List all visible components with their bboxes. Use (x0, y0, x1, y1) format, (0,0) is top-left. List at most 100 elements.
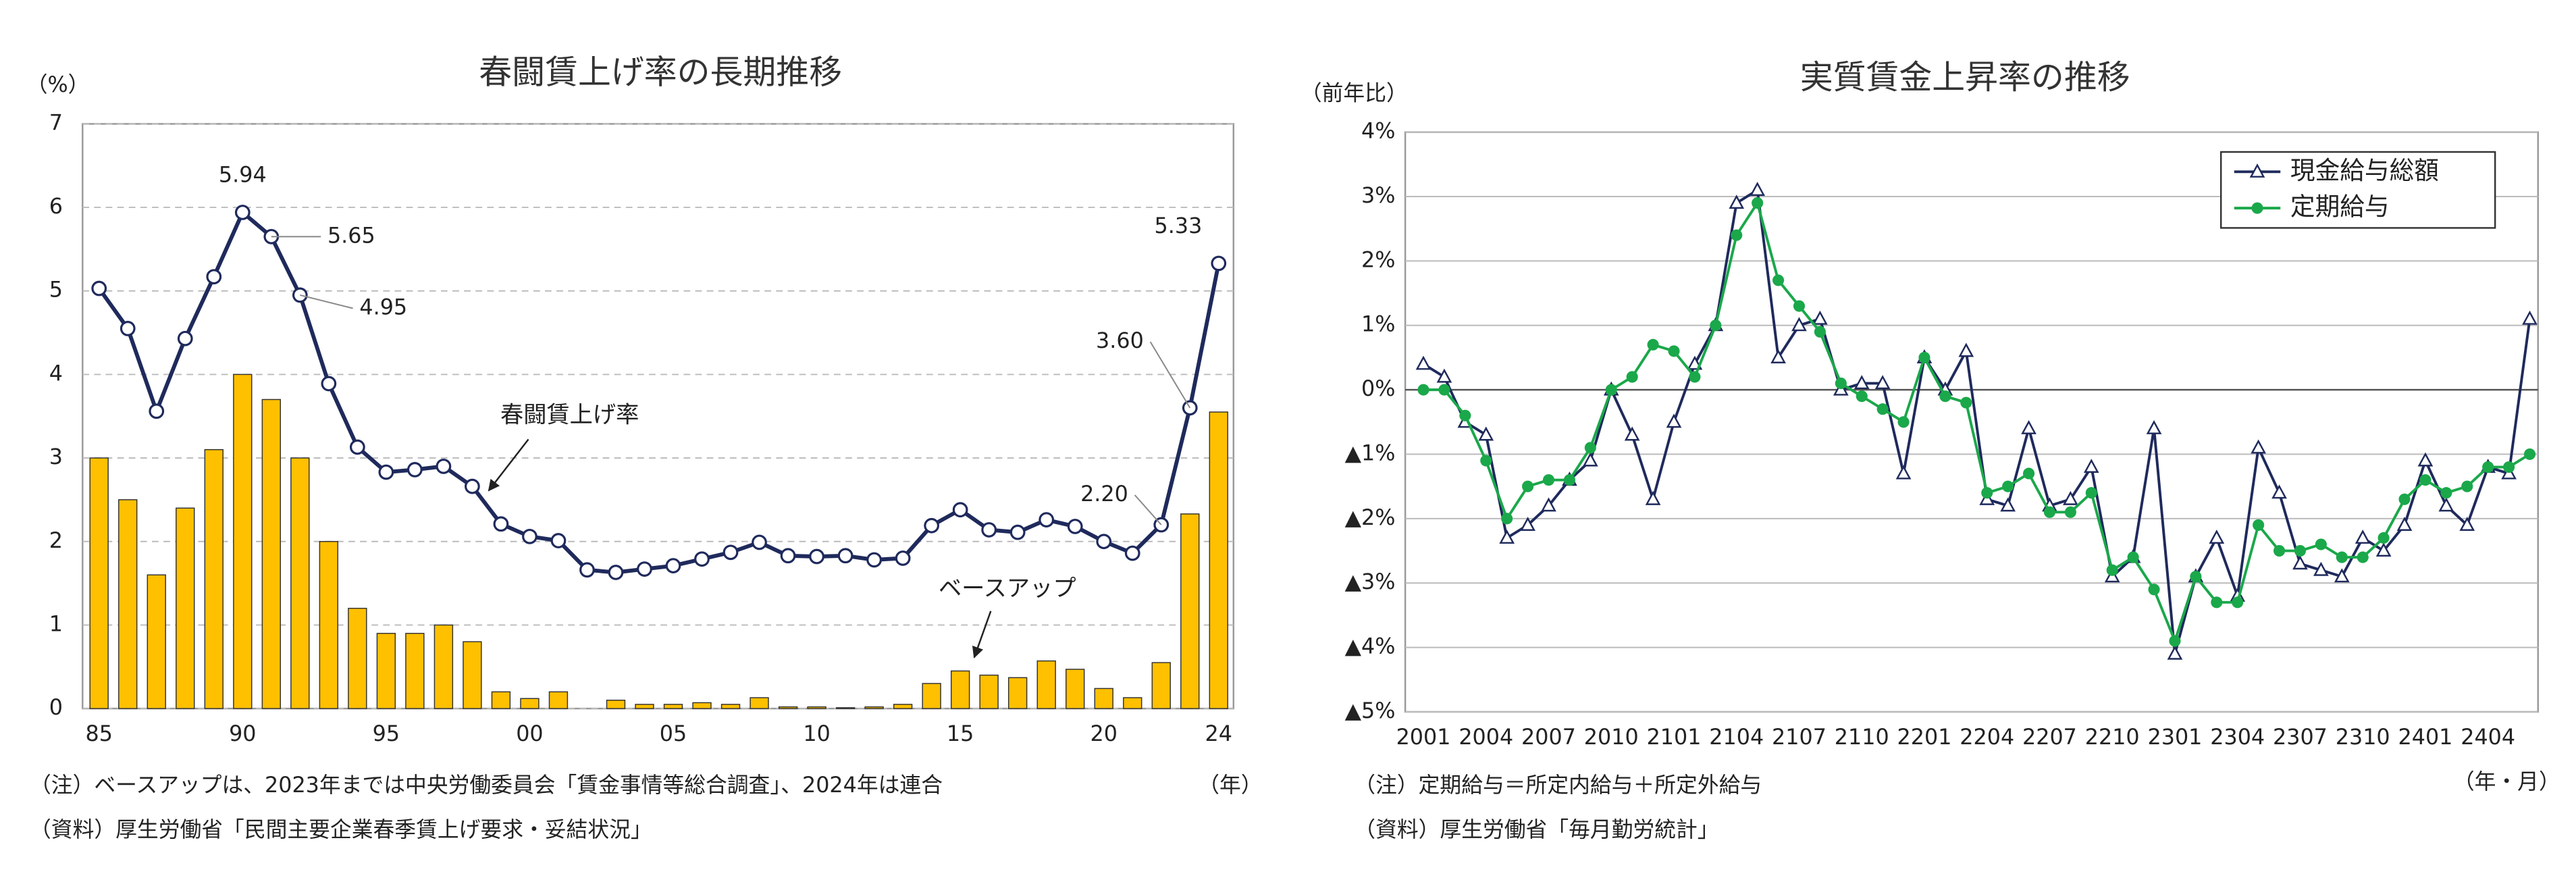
triangle-marker (1750, 182, 1766, 197)
circle-marker (1438, 384, 1450, 396)
circle-marker (1009, 524, 1026, 540)
x-tick-label: 2404 (2461, 725, 2515, 750)
legend-label: 定期給与 (2290, 192, 2390, 222)
data-label: 4.95 (359, 294, 407, 319)
x-tick-label: 00 (516, 721, 543, 746)
circle-marker (177, 330, 193, 346)
circle-marker (2503, 461, 2515, 473)
x-tick-label: 2107 (1772, 725, 1826, 750)
legend-label: 現金給与総額 (2290, 156, 2439, 185)
circle-marker (1459, 409, 1471, 421)
bar (376, 633, 396, 709)
bar (1066, 669, 1085, 709)
bar (548, 691, 569, 709)
triangle-marker (1958, 342, 1974, 357)
triangle-marker (2313, 561, 2329, 576)
circle-marker (981, 522, 997, 538)
triangle-marker (2063, 490, 2078, 505)
x-tick-label: 2004 (1458, 725, 1513, 750)
y-tick-label: ▲3% (1345, 569, 1396, 594)
circle-marker (1542, 474, 1555, 486)
series-annotation: ベースアップ (939, 575, 1076, 602)
chart-title: 実質賃金上昇率の推移 (1800, 58, 2130, 97)
bar (979, 674, 999, 709)
triangle-marker (2000, 497, 2016, 512)
triangle-marker (2459, 517, 2475, 531)
x-tick-label: 2001 (1396, 725, 1451, 750)
circle-marker (1417, 384, 1429, 396)
y-tick-label: 1 (49, 611, 63, 636)
bar (520, 698, 540, 709)
bar (635, 704, 654, 709)
circle-marker (694, 551, 710, 567)
triangle-marker (2396, 517, 2413, 531)
bar (463, 641, 482, 709)
note: （資料）厚生労働省「毎月勤労統計」 (1354, 817, 1718, 842)
triangle-marker (2417, 452, 2434, 467)
circle-marker (1584, 442, 1596, 454)
circle-marker (120, 321, 136, 336)
circle-marker (1772, 274, 1785, 286)
bar (720, 704, 741, 709)
circle-marker (952, 502, 968, 518)
triangle-marker (1812, 310, 1828, 325)
circle-marker (1668, 345, 1680, 357)
circle-marker (1856, 390, 1868, 403)
circle-marker (493, 516, 509, 532)
circle-marker (321, 376, 337, 392)
y-tick-label: 3 (49, 444, 63, 469)
circle-marker (2315, 538, 2327, 550)
circle-marker (2064, 506, 2076, 518)
chart: 実質賃金上昇率の推移 （前年比） （年・月） （注）定期給与＝所定内給与＋所定外給与 （… (1300, 58, 2560, 842)
circle-marker (895, 550, 911, 566)
note: （注）定期給与＝所定内給与＋所定外給与 (1354, 773, 1762, 798)
circle-marker (2106, 564, 2118, 576)
y-tick-label: 5 (49, 278, 63, 303)
series-annotation: 春闘賃上げ率 (500, 402, 639, 429)
triangle-marker (2522, 310, 2538, 325)
triangle-marker (2146, 420, 2162, 434)
circle-marker (866, 552, 882, 568)
bar (1151, 662, 1171, 709)
x-tick-label: 2304 (2210, 725, 2265, 750)
triangle-marker (2271, 484, 2287, 499)
circle-marker (1563, 474, 1575, 486)
triangle-marker (2083, 459, 2099, 473)
triangle-marker (2438, 497, 2454, 512)
bar (663, 704, 683, 709)
circle-marker (2336, 551, 2348, 563)
bar (1180, 513, 1200, 709)
bar (1008, 677, 1028, 709)
bar (176, 507, 195, 709)
x-tick-label: 2307 (2273, 725, 2328, 750)
circle-marker (149, 403, 165, 419)
triangle-marker (2167, 645, 2183, 660)
circle-marker (837, 548, 853, 564)
circle-marker (2523, 448, 2536, 461)
circle-marker (1897, 416, 1910, 428)
circle-marker (1182, 400, 1198, 416)
circle-marker (924, 517, 940, 534)
triangle-marker (1874, 375, 1891, 390)
bar (950, 670, 970, 709)
circle-marker (234, 205, 251, 220)
circle-marker (2232, 596, 2244, 609)
bar (204, 448, 224, 709)
bar (147, 574, 166, 709)
leader-line (1149, 341, 1191, 409)
circle-marker (2419, 474, 2432, 486)
y-tick-label: 2 (49, 528, 63, 553)
annotation-arrow (488, 438, 529, 492)
circle-marker (2440, 487, 2452, 499)
circle-marker (1096, 534, 1112, 550)
circle-marker (1960, 396, 1972, 409)
circle-marker (2043, 506, 2056, 518)
annotation-arrow (972, 611, 992, 658)
circle-marker (579, 562, 595, 578)
circle-marker (1124, 545, 1140, 561)
bar (261, 398, 282, 709)
circle-marker (1647, 338, 1659, 351)
circle-marker (2148, 584, 2160, 596)
x-tick-label: 2401 (2398, 725, 2453, 750)
